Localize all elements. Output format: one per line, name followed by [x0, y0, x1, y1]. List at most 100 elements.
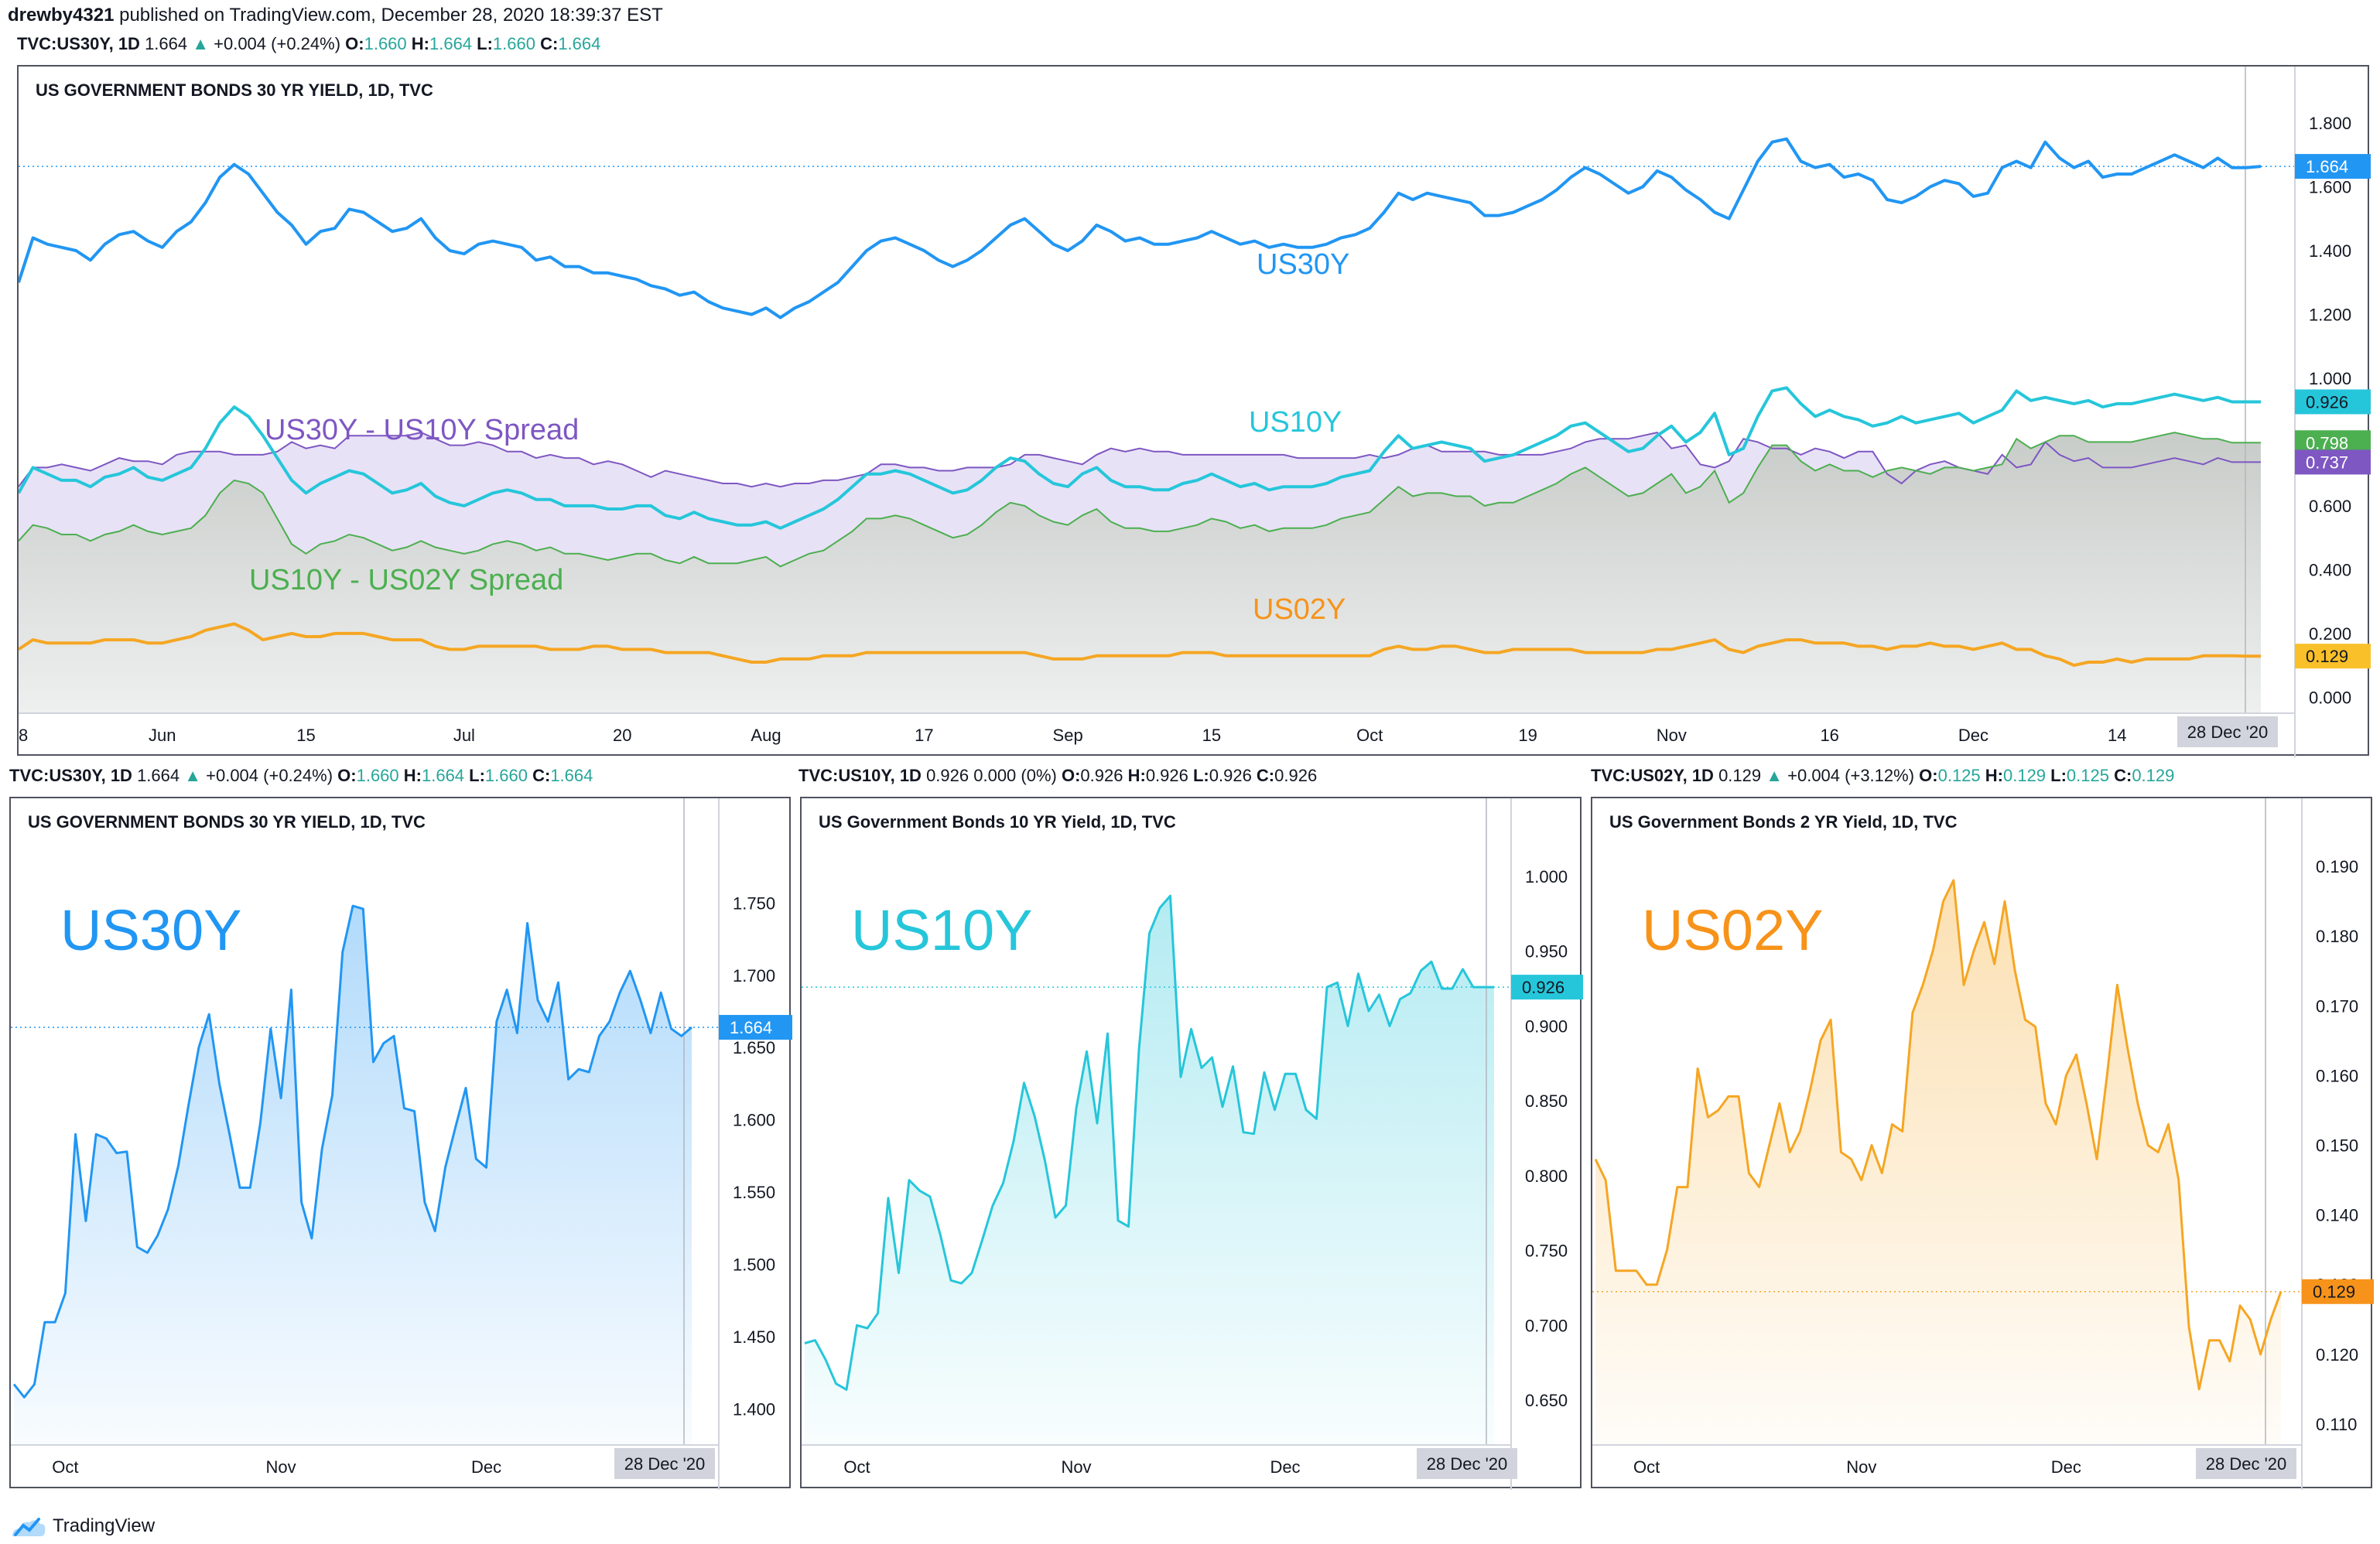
legend-price: 1.664 [137, 766, 185, 785]
legend-c-value: 0.129 [2132, 766, 2175, 785]
y-tick-label: 0.650 [1525, 1391, 1568, 1410]
y-tick-label: 1.600 [2309, 177, 2351, 196]
legend-price: 0.926 [926, 766, 974, 785]
us10-chart[interactable]: 0.650 0.700 0.750 0.800 0.850 0.900 0.950 1.000… [802, 798, 1583, 1490]
x-tick-label: Nov [1061, 1457, 1091, 1477]
legend-l-label: L: [2050, 766, 2067, 785]
legend-c-value: 1.664 [558, 34, 601, 53]
y-tick-label: 0.140 [2316, 1206, 2358, 1225]
legend-c-label: C: [540, 34, 559, 53]
legend-h-value: 1.664 [421, 766, 470, 785]
y-tick-label: 1.750 [733, 893, 775, 913]
y-tick-label: 1.400 [2309, 241, 2351, 261]
y-tick-label: 1.600 [733, 1111, 775, 1130]
us02-chart-panel[interactable]: 0.1100.1200.1300.1400.1500.1600.1700.180… [1591, 797, 2374, 1490]
tradingview-cloud-icon [12, 1518, 46, 1536]
legend-price: 1.664 [145, 34, 193, 53]
x-tick-label: 14 [2108, 726, 2126, 745]
us02-area-fill [1595, 880, 2281, 1445]
legend-l-value: 0.926 [1209, 766, 1257, 785]
legend-price: 0.129 [1718, 766, 1766, 785]
price-tag-us30-text: 1.664 [730, 1018, 772, 1037]
publisher-name[interactable]: drewby4321 [8, 5, 115, 26]
legend-arrow-icon: ▲ [192, 34, 214, 53]
price-tag-us30y: 1.664 [2295, 154, 2371, 179]
legend-us10: TVC:US10Y, 1D 0.926 0.000 (0%) O:0.926 H… [798, 766, 1317, 786]
y-tick-label: 0.180 [2316, 927, 2358, 946]
price-tag-us10y-text: 0.926 [2306, 392, 2348, 412]
legend-c-value: 0.926 [1274, 766, 1318, 785]
tradingview-brand[interactable]: TradingView [9, 1515, 155, 1538]
price-tag-us02y: 0.129 [2295, 644, 2371, 669]
legend-arrow-icon: ▲ [184, 766, 207, 785]
x-tick-label: Dec [471, 1457, 501, 1477]
x-tick-label: Nov [1846, 1457, 1876, 1477]
us10-line [804, 894, 1494, 1391]
y-tick-label: 0.000 [2309, 688, 2351, 707]
x-tick-label: Oct [843, 1457, 870, 1477]
x-tick-label: 16 [1820, 726, 1838, 745]
us02y-line [19, 622, 2261, 668]
us30-chart[interactable]: 1.400 1.450 1.500 1.550 1.600 1.650 1.700 1.750… [11, 798, 792, 1490]
spread-10-02-line [19, 432, 2261, 568]
legend-symbol: TVC:US10Y, 1D [798, 766, 927, 785]
label-us02: US02Y [1642, 898, 1823, 962]
legend-h-value: 0.926 [1145, 766, 1193, 785]
x-tick-label: Nov [266, 1457, 296, 1477]
us02-line [1594, 879, 2283, 1391]
y-tick-label: 1.400 [733, 1399, 775, 1419]
us02-chart[interactable]: 0.1100.1200.1300.1400.1500.1600.1700.180… [1592, 798, 2374, 1490]
legend-h-value: 1.664 [429, 34, 477, 53]
x-tick-label: 15 [296, 726, 315, 745]
label-us30: US30Y [60, 898, 241, 962]
legend-us30: TVC:US30Y, 1D 1.664 ▲ +0.004 (+0.24%) O:… [9, 766, 593, 786]
legend-c-label: C: [2114, 766, 2132, 785]
legend-us02: TVC:US02Y, 1D 0.129 ▲ +0.004 (+3.12%) O:… [1591, 766, 2174, 786]
legend-o-value: 1.660 [364, 34, 412, 53]
legend-l-value: 0.125 [2066, 766, 2115, 785]
legend-symbol: TVC:US30Y, 1D [9, 766, 138, 785]
crosshair-date-label: 28 Dec '20 [2177, 716, 2278, 747]
brand-name: TradingView [53, 1515, 156, 1536]
legend-l-label: L: [469, 766, 485, 785]
legend-h-value: 0.129 [2002, 766, 2051, 785]
x-tick-label: 20 [613, 726, 631, 745]
legend-change: +0.004 (+0.24%) [214, 34, 346, 53]
spread-30-10-line [19, 431, 2261, 488]
y-tick-label: 1.450 [733, 1327, 775, 1347]
x-tick-label: Aug [751, 726, 781, 745]
crosshair-date-text: 28 Dec '20 [1427, 1454, 1508, 1474]
main-chart[interactable]: 0.0000.2000.4000.6000.8001.0001.2001.400… [19, 67, 2371, 757]
price-tag-spread-30-10: 0.737 [2295, 449, 2371, 475]
main-chart-title: US GOVERNMENT BONDS 30 YR YIELD, 1D, TVC [36, 80, 433, 100]
y-tick-label: 0.190 [2316, 857, 2358, 876]
legend-change: +0.004 (+3.12%) [1787, 766, 1920, 785]
label-spread-30-10: US30Y - US10Y Spread [265, 414, 579, 446]
legend-o-label: O: [1919, 766, 1938, 785]
y-tick-label: 1.800 [2309, 114, 2351, 133]
x-tick-label: Jun [149, 726, 176, 745]
x-tick-label: 18 [19, 726, 28, 745]
y-tick-label: 1.000 [2309, 369, 2351, 388]
price-tag-spread-30-10-text: 0.737 [2306, 453, 2348, 472]
price-tag-us30: 1.664 [719, 1015, 792, 1040]
legend-h-label: H: [1985, 766, 2003, 785]
spread-30-10-fill [19, 432, 2261, 567]
price-tag-us02-text: 0.129 [2313, 1283, 2355, 1302]
us30-chart-panel[interactable]: 1.400 1.450 1.500 1.550 1.600 1.650 1.700 1.750… [9, 797, 792, 1490]
us30-chart-title: US GOVERNMENT BONDS 30 YR YIELD, 1D, TVC [28, 812, 426, 832]
legend-o-value: 0.125 [1937, 766, 1985, 785]
y-tick-label: 0.400 [2309, 560, 2351, 579]
legend-o-value: 0.926 [1080, 766, 1128, 785]
y-tick-label: 1.200 [2309, 305, 2351, 324]
label-spread-10-02: US10Y - US02Y Spread [249, 564, 563, 596]
legend-l-value: 1.660 [484, 766, 533, 785]
crosshair-date-label: 28 Dec '20 [1417, 1448, 1517, 1479]
legend-c-value: 1.664 [550, 766, 593, 785]
legend-l-value: 1.660 [492, 34, 541, 53]
main-chart-panel[interactable]: 0.0000.2000.4000.6000.8001.0001.2001.400… [17, 65, 2371, 757]
us02-chart-title: US Government Bonds 2 YR Yield, 1D, TVC [1609, 812, 1958, 832]
us10-chart-panel[interactable]: 0.650 0.700 0.750 0.800 0.850 0.900 0.950 1.000… [800, 797, 1583, 1490]
legend-symbol: TVC:US02Y, 1D [1591, 766, 1719, 785]
y-tick-label: 0.170 [2316, 996, 2358, 1016]
